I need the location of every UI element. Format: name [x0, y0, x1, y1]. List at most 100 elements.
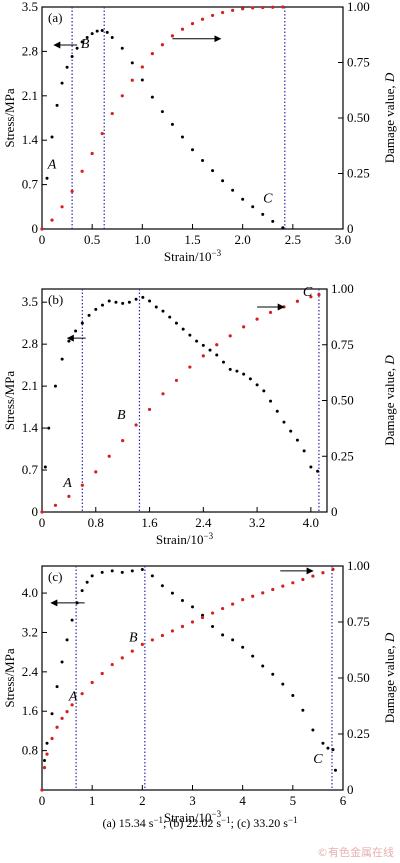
- stress-point: [87, 313, 91, 317]
- y2-tick-label: 0.25: [331, 448, 354, 463]
- damage-point: [80, 169, 84, 173]
- y2-tick-label: 0.75: [347, 55, 370, 70]
- x-axis-label: Strain/10−3: [164, 809, 222, 825]
- damage-point: [134, 423, 138, 427]
- stress-point: [100, 570, 104, 574]
- stress-point: [295, 438, 299, 442]
- damage-point: [255, 317, 259, 321]
- stress-point: [65, 65, 69, 69]
- stress-point: [130, 61, 134, 65]
- x-tick-label: 3.2: [249, 515, 265, 530]
- stress-point: [120, 570, 124, 574]
- stress-point: [208, 348, 212, 352]
- damage-point: [271, 5, 275, 9]
- stress-point: [150, 574, 154, 578]
- stress-point: [282, 420, 286, 424]
- stress-point: [191, 148, 194, 152]
- plot-frame: [41, 565, 344, 791]
- stress-point: [80, 40, 84, 44]
- damage-point: [180, 27, 185, 31]
- point-label-a: A: [62, 476, 72, 491]
- damage-point: [120, 656, 124, 660]
- stress-point: [94, 307, 98, 311]
- x-tick-label: 0: [39, 232, 46, 247]
- stress-point: [100, 303, 104, 307]
- x-tick-label: 0.8: [88, 515, 104, 530]
- point-label-c: C: [263, 191, 273, 206]
- stress-point: [201, 158, 205, 162]
- stress-point: [248, 377, 252, 381]
- stress-point: [140, 567, 144, 571]
- damage-point: [231, 602, 235, 606]
- damage-point: [301, 577, 305, 582]
- damage-point: [268, 310, 273, 315]
- y-tick-label: 3.5: [22, 0, 38, 14]
- y2-tick-label: 0.50: [347, 670, 370, 685]
- damage-point: [221, 606, 225, 611]
- y-tick-label: 3.2: [22, 624, 38, 639]
- y2-axis-label: Damage value, D: [382, 632, 397, 723]
- stress-point: [85, 35, 89, 39]
- y2-tick-label: 0.75: [331, 337, 354, 352]
- stress-point: [331, 748, 335, 752]
- x-tick-label: 2.5: [285, 232, 301, 247]
- y2-tick-label: 0: [331, 504, 338, 519]
- y2-tick-label: 1.00: [347, 0, 370, 14]
- damage-point: [40, 788, 44, 792]
- damage-point: [147, 407, 152, 412]
- stress-point: [127, 300, 131, 304]
- y-axis-label: Stress/MPa: [2, 648, 17, 707]
- stress-point: [231, 638, 235, 642]
- damage-point: [45, 752, 49, 756]
- stress-point: [75, 46, 79, 50]
- stress-point: [55, 685, 59, 689]
- damage-point: [317, 292, 321, 297]
- stress-point: [121, 301, 125, 305]
- x-tick-label: 1.5: [184, 232, 200, 247]
- stress-point: [228, 367, 232, 371]
- stress-point: [211, 169, 215, 173]
- damage-point: [221, 10, 225, 15]
- stress-point: [181, 327, 185, 331]
- x-tick-label: 1.0: [134, 232, 150, 247]
- stress-point: [271, 672, 275, 676]
- damage-point: [170, 34, 175, 38]
- stress-point: [291, 693, 295, 697]
- damage-point: [140, 65, 144, 69]
- stress-point: [60, 81, 64, 85]
- stress-point: [235, 369, 239, 373]
- stress-point: [80, 321, 84, 325]
- stress-point: [241, 645, 245, 649]
- stress-point: [255, 383, 259, 387]
- damage-point: [70, 703, 74, 707]
- y-tick-label: 0: [32, 221, 39, 236]
- stress-point: [221, 633, 225, 637]
- x-axis-label: Strain/10−3: [156, 531, 214, 547]
- stress-point: [67, 339, 71, 343]
- stress-point: [53, 384, 57, 388]
- y2-axis-label: Damage value, D: [382, 72, 397, 163]
- damage-point: [160, 633, 164, 638]
- stress-point: [321, 741, 325, 745]
- point-label-a: A: [47, 158, 57, 173]
- x-tick-label: 1: [89, 793, 96, 808]
- x-axis-label: Strain/10−3: [164, 248, 222, 264]
- chart-panel-3: 0 1 2 3 4 5 6 0.8 1.6 2.4 3.2 4.0 0 0.25 0.50 0.75 1.00 S…: [2, 558, 397, 825]
- y2-tick-label: 0.75: [347, 614, 370, 629]
- figure-caption: (a) 15.34 s−1; (b) 22.02 s−1; (c) 33.20 …: [102, 815, 297, 830]
- panel-label: (c): [48, 569, 62, 584]
- stress-point: [90, 32, 94, 36]
- stress-point: [195, 339, 199, 343]
- panel-label: (a): [48, 10, 62, 25]
- damage-point: [121, 439, 125, 443]
- stress-point: [333, 768, 337, 772]
- damage-point: [130, 649, 134, 653]
- damage-point: [261, 5, 265, 10]
- damage-point: [201, 354, 205, 358]
- stress-point: [289, 429, 293, 433]
- stress-point: [45, 176, 49, 180]
- damage-point: [65, 710, 69, 714]
- stress-point: [281, 226, 285, 230]
- stress-point: [150, 95, 154, 99]
